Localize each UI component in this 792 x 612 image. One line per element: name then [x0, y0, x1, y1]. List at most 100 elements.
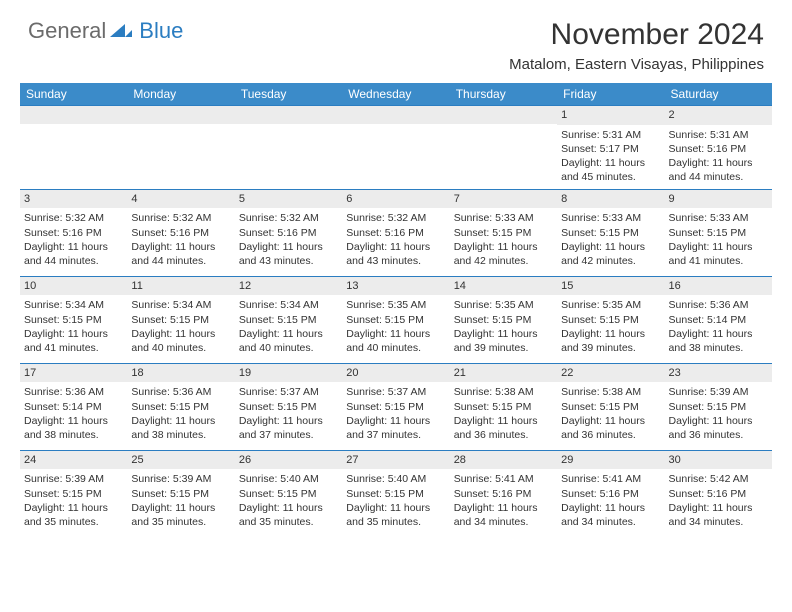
day-cell	[235, 106, 342, 189]
daylight-line: Daylight: 11 hours and 41 minutes.	[669, 240, 768, 268]
sunrise-line: Sunrise: 5:37 AM	[239, 385, 338, 399]
day-content: Sunrise: 5:32 AMSunset: 5:16 PMDaylight:…	[342, 210, 449, 272]
empty-day-bar	[235, 106, 342, 124]
day-number: 20	[342, 364, 449, 383]
sunrise-line: Sunrise: 5:38 AM	[561, 385, 660, 399]
daylight-line: Daylight: 11 hours and 45 minutes.	[561, 156, 660, 184]
daylight-line: Daylight: 11 hours and 38 minutes.	[669, 327, 768, 355]
sunrise-line: Sunrise: 5:39 AM	[669, 385, 768, 399]
day-content: Sunrise: 5:36 AMSunset: 5:14 PMDaylight:…	[20, 384, 127, 446]
day-cell: 13Sunrise: 5:35 AMSunset: 5:15 PMDayligh…	[342, 277, 449, 363]
empty-day-bar	[342, 106, 449, 124]
day-cell: 27Sunrise: 5:40 AMSunset: 5:15 PMDayligh…	[342, 451, 449, 537]
empty-day-bar	[450, 106, 557, 124]
day-content: Sunrise: 5:34 AMSunset: 5:15 PMDaylight:…	[20, 297, 127, 359]
day-content: Sunrise: 5:35 AMSunset: 5:15 PMDaylight:…	[557, 297, 664, 359]
empty-day-bar	[20, 106, 127, 124]
day-cell: 25 Sunrise: 5:39 AMSunset: 5:15 PMDayligh…	[127, 451, 234, 537]
sunrise-line: Sunrise: 5:35 AM	[346, 298, 445, 312]
day-cell	[20, 106, 127, 189]
day-content: Sunrise: 5:33 AMSunset: 5:15 PMDaylight:…	[557, 210, 664, 272]
day-number: 25	[127, 451, 234, 470]
day-number: 8	[557, 190, 664, 209]
day-cell: 21Sunrise: 5:38 AMSunset: 5:15 PMDayligh…	[450, 364, 557, 450]
sunset-line: Sunset: 5:15 PM	[239, 487, 338, 501]
day-number: 15	[557, 277, 664, 296]
logo-triangle-icon	[110, 21, 132, 42]
day-content: Sunrise: 5:38 AMSunset: 5:15 PMDaylight:…	[450, 384, 557, 446]
sunrise-line: Sunrise: 5:40 AM	[239, 472, 338, 486]
day-number: 1	[557, 106, 664, 125]
week-row: 24Sunrise: 5:39 AMSunset: 5:15 PMDayligh…	[20, 450, 772, 537]
month-title: November 2024	[509, 18, 764, 52]
week-row: 10Sunrise: 5:34 AMSunset: 5:15 PMDayligh…	[20, 276, 772, 363]
day-content: Sunrise: 5:31 AMSunset: 5:17 PMDaylight:…	[557, 127, 664, 189]
sunrise-line: Sunrise: 5:34 AM	[131, 298, 230, 312]
day-number: 17	[20, 364, 127, 383]
sunrise-line: Sunrise: 5:39 AM	[24, 472, 123, 486]
day-cell: 10Sunrise: 5:34 AMSunset: 5:15 PMDayligh…	[20, 277, 127, 363]
daylight-line: Daylight: 11 hours and 35 minutes.	[131, 501, 230, 529]
day-cell: 16Sunrise: 5:36 AMSunset: 5:14 PMDayligh…	[665, 277, 772, 363]
sunset-line: Sunset: 5:15 PM	[131, 313, 230, 327]
sunrise-line: Sunrise: 5:40 AM	[346, 472, 445, 486]
daylight-line: Daylight: 11 hours and 44 minutes.	[669, 156, 768, 184]
sunset-line: Sunset: 5:15 PM	[131, 400, 230, 414]
day-cell: 11Sunrise: 5:34 AMSunset: 5:15 PMDayligh…	[127, 277, 234, 363]
day-content: Sunrise: 5:36 AMSunset: 5:14 PMDaylight:…	[665, 297, 772, 359]
day-number: 26	[235, 451, 342, 470]
day-cell: 14Sunrise: 5:35 AMSunset: 5:15 PMDayligh…	[450, 277, 557, 363]
daylight-line: Daylight: 11 hours and 34 minutes.	[454, 501, 553, 529]
sunset-line: Sunset: 5:15 PM	[239, 313, 338, 327]
week-row: 3Sunrise: 5:32 AMSunset: 5:16 PMDaylight…	[20, 189, 772, 276]
daylight-line: Daylight: 11 hours and 43 minutes.	[239, 240, 338, 268]
day-cell: 9Sunrise: 5:33 AMSunset: 5:15 PMDaylight…	[665, 190, 772, 276]
day-number: 10	[20, 277, 127, 296]
day-cell: 30Sunrise: 5:42 AMSunset: 5:16 PMDayligh…	[665, 451, 772, 537]
sunset-line: Sunset: 5:15 PM	[561, 313, 660, 327]
daylight-line: Daylight: 11 hours and 35 minutes.	[24, 501, 123, 529]
sunset-line: Sunset: 5:15 PM	[561, 226, 660, 240]
sunset-line: Sunset: 5:15 PM	[24, 313, 123, 327]
day-header: Saturday	[665, 83, 772, 105]
sunset-line: Sunset: 5:15 PM	[131, 487, 230, 501]
sunrise-line: Sunrise: 5:32 AM	[346, 211, 445, 225]
day-content: Sunrise: 5:41 AMSunset: 5:16 PMDaylight:…	[557, 471, 664, 533]
day-content: Sunrise: 5:36 AMSunset: 5:15 PMDaylight:…	[127, 384, 234, 446]
sunrise-line: Sunrise: 5:31 AM	[561, 128, 660, 142]
day-cell: 18Sunrise: 5:36 AMSunset: 5:15 PMDayligh…	[127, 364, 234, 450]
daylight-line: Daylight: 11 hours and 39 minutes.	[561, 327, 660, 355]
day-number: 27	[342, 451, 449, 470]
logo: General Blue	[28, 18, 183, 44]
daylight-line: Daylight: 11 hours and 38 minutes.	[131, 414, 230, 442]
sunset-line: Sunset: 5:16 PM	[454, 487, 553, 501]
day-header-row: SundayMondayTuesdayWednesdayThursdayFrid…	[20, 83, 772, 105]
sunrise-line: Sunrise: 5:36 AM	[669, 298, 768, 312]
day-cell: 8Sunrise: 5:33 AMSunset: 5:15 PMDaylight…	[557, 190, 664, 276]
daylight-line: Daylight: 11 hours and 38 minutes.	[24, 414, 123, 442]
header: General Blue November 2024 Matalom, East…	[0, 0, 792, 77]
day-content: Sunrise: 5:32 AMSunset: 5:16 PMDaylight:…	[127, 210, 234, 272]
sunrise-line: Sunrise: 5:39 AM	[131, 472, 230, 486]
day-header: Monday	[127, 83, 234, 105]
day-number: 16	[665, 277, 772, 296]
location: Matalom, Eastern Visayas, Philippines	[509, 56, 764, 73]
daylight-line: Daylight: 11 hours and 44 minutes.	[24, 240, 123, 268]
daylight-line: Daylight: 11 hours and 36 minutes.	[669, 414, 768, 442]
day-content: Sunrise: 5:41 AMSunset: 5:16 PMDaylight:…	[450, 471, 557, 533]
day-number: 12	[235, 277, 342, 296]
day-cell: 5Sunrise: 5:32 AMSunset: 5:16 PMDaylight…	[235, 190, 342, 276]
day-number: 6	[342, 190, 449, 209]
daylight-line: Daylight: 11 hours and 36 minutes.	[561, 414, 660, 442]
sunrise-line: Sunrise: 5:32 AM	[131, 211, 230, 225]
sunset-line: Sunset: 5:15 PM	[346, 487, 445, 501]
title-block: November 2024 Matalom, Eastern Visayas, …	[509, 18, 764, 73]
day-number: 24	[20, 451, 127, 470]
day-content: Sunrise: 5:42 AMSunset: 5:16 PMDaylight:…	[665, 471, 772, 533]
daylight-line: Daylight: 11 hours and 40 minutes.	[131, 327, 230, 355]
day-cell: 1 Sunrise: 5:31 AMSunset: 5:17 PMDaylight…	[557, 106, 664, 189]
day-cell: 12Sunrise: 5:34 AMSunset: 5:15 PMDayligh…	[235, 277, 342, 363]
sunset-line: Sunset: 5:15 PM	[561, 400, 660, 414]
day-header: Friday	[557, 83, 664, 105]
sunrise-line: Sunrise: 5:38 AM	[454, 385, 553, 399]
